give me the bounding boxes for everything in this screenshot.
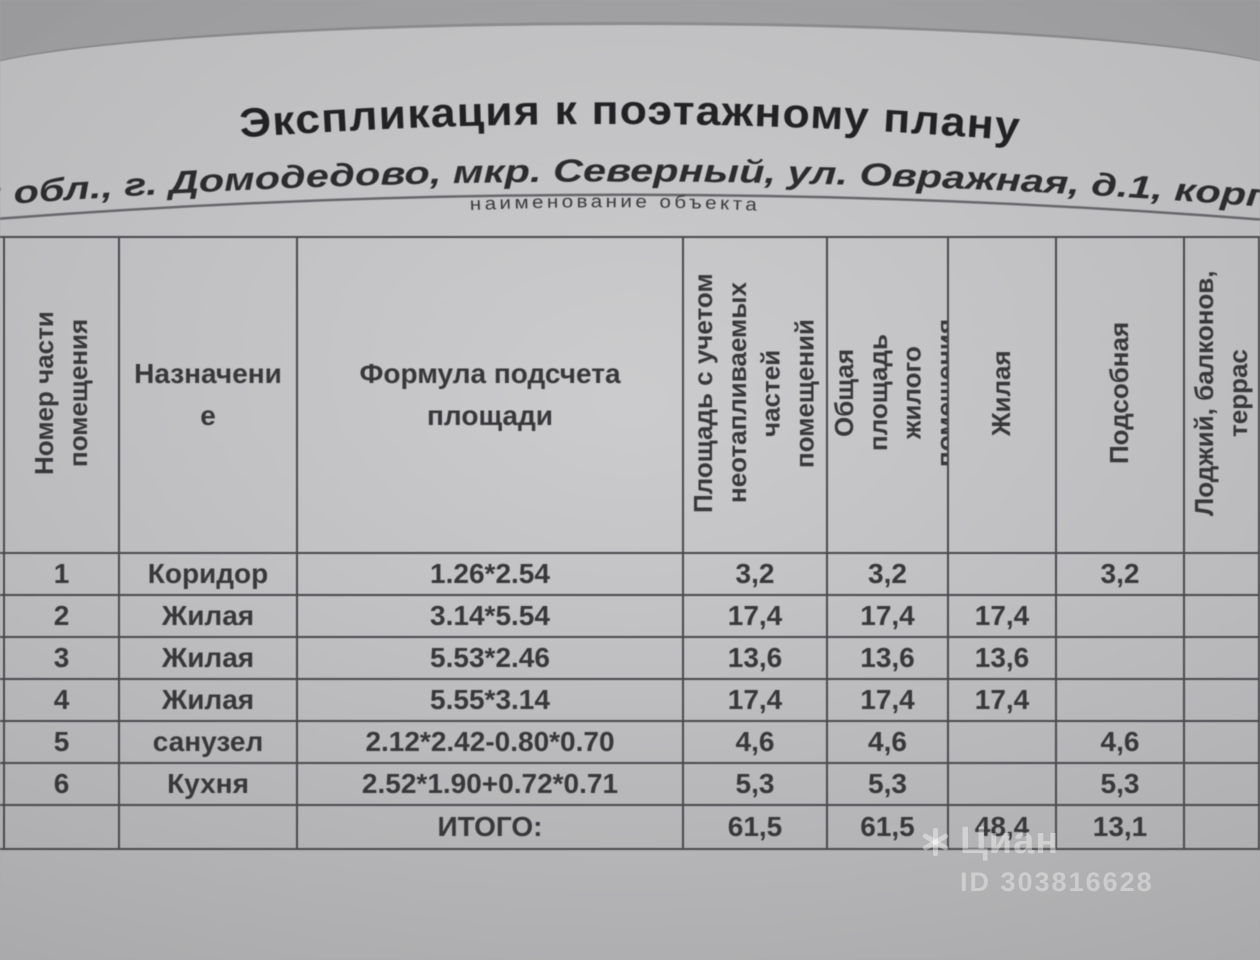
cell-room-number: 6	[3, 762, 120, 806]
cell-auxiliary: 3,2	[1055, 552, 1185, 596]
cian-watermark: Циан ID 303816628	[920, 820, 1154, 898]
table-row: 4 Жилая 5.55*3.14 17,4 17,4 17,4	[0, 678, 1260, 722]
table-row: 5 санузел 2.12*2.42-0.80*0.70 4,6 4,6 4,…	[0, 720, 1260, 764]
total-living: 48,4	[947, 804, 1057, 850]
address-caption: наименование объекта	[469, 191, 760, 215]
header-purpose-label: Назначение	[134, 358, 282, 431]
header-balconies-label: Лоджий, балконов, террас	[1188, 269, 1253, 516]
total-row-number-cell	[3, 804, 120, 850]
cell-formula: 5.55*3.14	[296, 678, 684, 722]
cell-room-number: 1	[3, 552, 120, 596]
cell-auxiliary: 5,3	[1055, 762, 1185, 806]
cell-room-number: 5	[3, 720, 120, 764]
watermark-listing-id: ID 303816628	[960, 867, 1154, 897]
cell-balconies	[1183, 762, 1260, 806]
cell-formula: 2.12*2.42-0.80*0.70	[296, 720, 684, 764]
cell-auxiliary	[1055, 678, 1185, 722]
cell-living: 17,4	[947, 594, 1057, 638]
header-auxiliary-label: Подсобная	[1104, 321, 1135, 464]
cell-auxiliary	[1055, 636, 1185, 680]
header-room-number: Номер части помещения	[3, 236, 120, 554]
cell-room-number: 3	[3, 636, 120, 680]
cell-balconies	[1183, 720, 1260, 764]
cell-living: 17,4	[947, 678, 1057, 722]
cell-formula: 2.52*1.90+0.72*0.71	[296, 762, 684, 806]
cell-balconies	[1183, 594, 1260, 638]
header-area-with-unheated: Площадь с учетом неотапливаемых частей п…	[682, 236, 828, 554]
cut-off-cell	[0, 678, 5, 722]
header-living-label: Жилая	[986, 349, 1017, 436]
header-row: Номер части помещения Назначение Формула…	[0, 236, 1260, 554]
header-area-with-unheated-label: Площадь с учетом неотапливаемых частей п…	[688, 272, 820, 513]
header-total-living-area: Общая площадь жилого помещения	[826, 236, 949, 554]
cell-total-living-area: 4,6	[826, 720, 949, 764]
explication-table: Номер части помещения Назначение Формула…	[0, 236, 1260, 850]
cell-total-living-area: 17,4	[826, 594, 949, 638]
cian-logo-icon	[920, 827, 950, 857]
total-row-purpose-cell	[118, 804, 298, 850]
cut-off-cell	[0, 804, 5, 850]
cell-auxiliary: 4,6	[1055, 720, 1185, 764]
cell-purpose: Жилая	[118, 594, 298, 638]
header-balconies: Лоджий, балконов, террас	[1183, 236, 1260, 554]
cell-area-with-unheated: 17,4	[682, 594, 828, 638]
cell-area-with-unheated: 5,3	[682, 762, 828, 806]
cell-auxiliary	[1055, 594, 1185, 638]
cell-total-living-area: 5,3	[826, 762, 949, 806]
total-label: ИТОГО:	[296, 804, 684, 850]
cut-off-cell	[0, 594, 5, 638]
cell-area-with-unheated: 17,4	[682, 678, 828, 722]
cut-off-cell	[0, 636, 5, 680]
document-header: Экспликация к поэтажному плану ская обл.…	[0, 87, 1260, 221]
cut-off-cell	[0, 720, 5, 764]
cut-off-cell	[0, 552, 5, 596]
address-underline	[0, 193, 1260, 221]
cell-living	[947, 720, 1057, 764]
cell-formula: 5.53*2.46	[296, 636, 684, 680]
cell-purpose: Коридор	[118, 552, 298, 596]
cell-purpose: Жилая	[118, 678, 298, 722]
header-purpose: Назначение	[118, 236, 298, 554]
cell-purpose: Жилая	[118, 636, 298, 680]
total-balconies	[1183, 804, 1260, 850]
cell-room-number: 4	[3, 678, 120, 722]
cell-living	[947, 762, 1057, 806]
header-living: Жилая	[947, 236, 1057, 554]
total-row: ИТОГО: 61,5 61,5 48,4 13,1	[0, 804, 1260, 850]
cell-purpose: санузел	[118, 720, 298, 764]
cell-total-living-area: 17,4	[826, 678, 949, 722]
cell-room-number: 2	[3, 594, 120, 638]
header-total-living-area-label: Общая площадь жилого помещения	[829, 318, 948, 467]
cell-total-living-area: 13,6	[826, 636, 949, 680]
cut-off-cell	[0, 762, 5, 806]
total-auxiliary: 13,1	[1055, 804, 1185, 850]
header-area-formula: Формула подсчета площади	[296, 236, 684, 554]
total-area-with-unheated: 61,5	[682, 804, 828, 850]
cell-formula: 1.26*2.54	[296, 552, 684, 596]
table-row: 2 Жилая 3.14*5.54 17,4 17,4 17,4	[0, 594, 1260, 638]
cell-total-living-area: 3,2	[826, 552, 949, 596]
cut-off-column-header	[0, 236, 5, 554]
table-row: 6 Кухня 2.52*1.90+0.72*0.71 5,3 5,3 5,3	[0, 762, 1260, 806]
explication-table-container: Номер части помещения Назначение Формула…	[0, 236, 1260, 850]
cell-area-with-unheated: 3,2	[682, 552, 828, 596]
cell-balconies	[1183, 552, 1260, 596]
page-title: Экспликация к поэтажному плану	[238, 87, 1023, 150]
header-room-number-label: Номер части помещения	[28, 310, 93, 475]
cell-balconies	[1183, 636, 1260, 680]
cell-area-with-unheated: 13,6	[682, 636, 828, 680]
cell-balconies	[1183, 678, 1260, 722]
watermark-brand: Циан	[960, 820, 1060, 862]
header-auxiliary: Подсобная	[1055, 236, 1185, 554]
cell-living: 13,6	[947, 636, 1057, 680]
header-area-formula-label: Формула подсчета площади	[359, 358, 621, 431]
table-row: 1 Коридор 1.26*2.54 3,2 3,2 3,2	[0, 552, 1260, 596]
total-living-area: 61,5	[826, 804, 949, 850]
cell-formula: 3.14*5.54	[296, 594, 684, 638]
cell-purpose: Кухня	[118, 762, 298, 806]
table-row: 3 Жилая 5.53*2.46 13,6 13,6 13,6	[0, 636, 1260, 680]
cell-area-with-unheated: 4,6	[682, 720, 828, 764]
cell-living	[947, 552, 1057, 596]
